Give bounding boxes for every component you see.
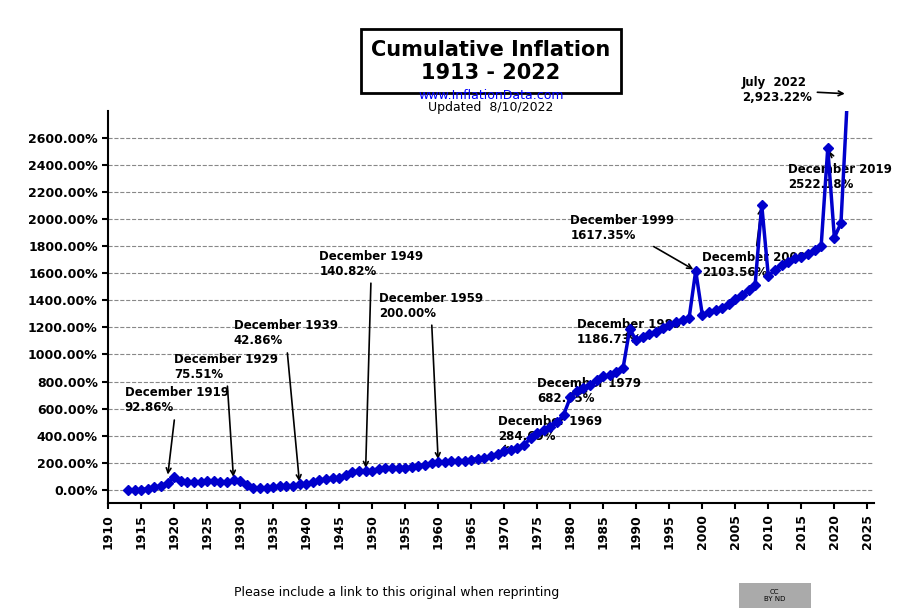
Text: December 2009
2103.56%: December 2009 2103.56% — [702, 209, 806, 279]
Text: December 1939
42.86%: December 1939 42.86% — [233, 319, 338, 480]
FancyBboxPatch shape — [735, 582, 815, 609]
Text: July  2022
2,923.22%: July 2022 2,923.22% — [742, 76, 843, 104]
Text: December 2019
2522.18%: December 2019 2522.18% — [788, 152, 892, 191]
Text: December 1999
1617.35%: December 1999 1617.35% — [570, 214, 692, 268]
Text: CC
BY ND: CC BY ND — [764, 589, 786, 602]
Text: December 1919
92.86%: December 1919 92.86% — [124, 386, 229, 473]
Text: December 1929
75.51%: December 1929 75.51% — [174, 352, 278, 475]
Text: Updated  8/10/2022: Updated 8/10/2022 — [428, 101, 554, 114]
Text: December 1989
1186.73%: December 1989 1186.73% — [577, 318, 681, 346]
Text: December 1949
140.82%: December 1949 140.82% — [319, 250, 423, 466]
Text: December 1969
284.69%: December 1969 284.69% — [497, 415, 602, 450]
Text: Cumulative Inflation
1913 - 2022: Cumulative Inflation 1913 - 2022 — [371, 40, 611, 83]
Text: www.InflationData.com: www.InflationData.com — [418, 89, 564, 102]
Text: Please include a link to this original when reprinting: Please include a link to this original w… — [234, 586, 559, 599]
Text: December 1979
682.65%: December 1979 682.65% — [537, 377, 642, 405]
Text: December 1959
200.00%: December 1959 200.00% — [378, 292, 483, 457]
